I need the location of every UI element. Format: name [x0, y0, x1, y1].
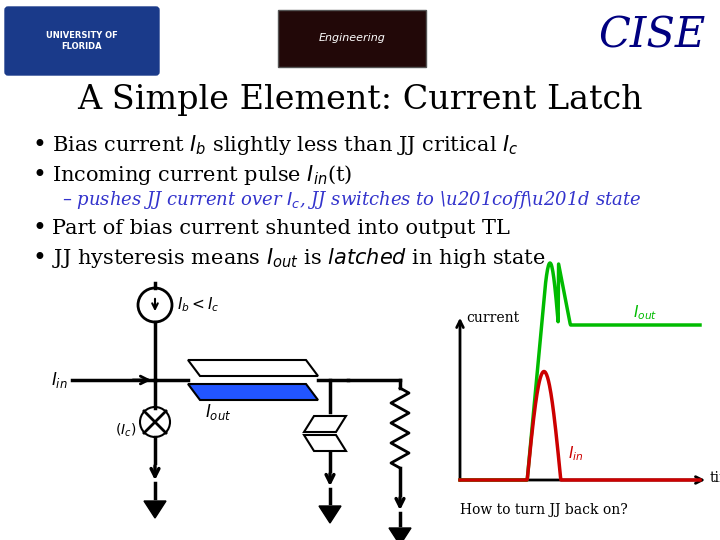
- Text: JJ hysteresis means $I_{out}$ is $\it{latched}$ in high state: JJ hysteresis means $I_{out}$ is $\it{la…: [52, 246, 545, 270]
- Polygon shape: [144, 501, 166, 518]
- Text: Engineering: Engineering: [318, 33, 385, 43]
- Text: A Simple Element: Current Latch: A Simple Element: Current Latch: [77, 84, 643, 116]
- Text: $I_{out}$: $I_{out}$: [205, 402, 231, 422]
- Polygon shape: [304, 416, 346, 432]
- Text: Part of bias current shunted into output TL: Part of bias current shunted into output…: [52, 219, 510, 238]
- Polygon shape: [304, 435, 346, 451]
- Polygon shape: [188, 360, 318, 376]
- Text: $(I_c)$: $(I_c)$: [114, 421, 136, 438]
- Text: – pushes JJ current over $I_c$, JJ switches to \u201coff\u201d state: – pushes JJ current over $I_c$, JJ switc…: [62, 189, 642, 211]
- Text: Bias current $I_b$ slightly less than JJ critical $I_c$: Bias current $I_b$ slightly less than JJ…: [52, 133, 518, 157]
- Text: UNIVERSITY OF
FLORIDA: UNIVERSITY OF FLORIDA: [46, 31, 118, 51]
- FancyBboxPatch shape: [5, 7, 159, 75]
- Text: $I_{in}$: $I_{in}$: [51, 370, 68, 390]
- FancyBboxPatch shape: [278, 10, 426, 67]
- Text: $I_{in}$: $I_{in}$: [568, 444, 583, 463]
- Text: •: •: [32, 133, 46, 157]
- Polygon shape: [188, 384, 318, 400]
- Text: •: •: [32, 246, 46, 270]
- Polygon shape: [319, 506, 341, 523]
- Text: CISE: CISE: [599, 14, 706, 56]
- Text: $I_{out}$: $I_{out}$: [633, 303, 657, 322]
- Text: $I_b < I_c$: $I_b < I_c$: [177, 296, 220, 314]
- Text: •: •: [32, 163, 46, 187]
- Polygon shape: [389, 528, 411, 540]
- Text: •: •: [32, 216, 46, 240]
- Text: Incoming current pulse $I_{in}$(t): Incoming current pulse $I_{in}$(t): [52, 163, 352, 187]
- Text: time: time: [710, 471, 720, 485]
- Text: How to turn JJ back on?: How to turn JJ back on?: [460, 503, 628, 517]
- Text: current: current: [466, 311, 519, 325]
